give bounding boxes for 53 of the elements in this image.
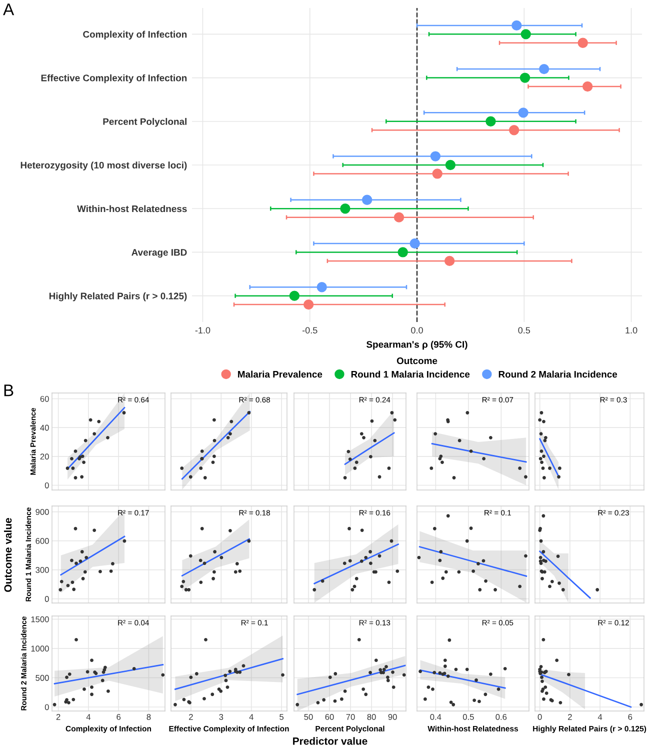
legend-label: Round 1 Malaria Incidence xyxy=(351,370,470,378)
x-tick-label: 2 xyxy=(56,714,60,720)
x-tick-label: 0.6 xyxy=(496,714,507,720)
y-tick-label: 60 xyxy=(40,396,49,402)
y-tick-label: Within-host Relatedness xyxy=(77,205,187,212)
x-tick-label: 1.0 xyxy=(626,327,638,334)
y-tick-label: 20 xyxy=(40,454,49,460)
legend-label: Round 2 Malaria Incidence xyxy=(498,370,618,378)
y-tick-label: Average IBD xyxy=(132,249,187,258)
x-tick-label: 60 xyxy=(325,714,334,720)
x-tick-label: 0.5 xyxy=(462,714,474,720)
y-tick-label: 300 xyxy=(36,567,49,573)
x-axis-title: Spearman's ρ (95% CI) xyxy=(366,340,468,350)
x-tick-label: 50 xyxy=(304,714,313,720)
legend-label: Malaria Prevalence xyxy=(238,370,322,378)
x-tick-label: 8 xyxy=(146,714,151,720)
x-tick-label: 0 xyxy=(538,714,542,720)
legend-title: Outcome xyxy=(396,357,438,364)
y-tick-label: 0 xyxy=(44,704,49,710)
text: B xyxy=(4,384,14,396)
y-tick-label: 500 xyxy=(36,674,49,681)
text: Predictor value xyxy=(293,737,368,745)
y-tick-label: 900 xyxy=(36,509,49,515)
y-tick-label: 0 xyxy=(44,482,49,488)
x-tick-label: 80 xyxy=(367,714,376,720)
x-tick-label: 0.5 xyxy=(518,327,530,334)
y-tick-label: 1500 xyxy=(31,616,49,622)
y-tick-label: 600 xyxy=(36,538,49,544)
x-tick-label: 0.4 xyxy=(430,714,442,720)
x-tick-label: 0.0 xyxy=(411,327,423,334)
y-tick-label: Effective Complexity of Infection xyxy=(41,74,187,84)
x-tick-label: 4 xyxy=(249,714,254,720)
x-tick-label: 4 xyxy=(86,714,91,720)
x-tick-label: 6 xyxy=(116,714,121,720)
y-tick-label: Percent Polyclonal xyxy=(103,118,186,127)
x-tick-label: 2 xyxy=(568,714,572,720)
y-tick-label: 0 xyxy=(44,596,49,602)
x-tick-label: 4 xyxy=(598,714,602,720)
x-tick-label: 90 xyxy=(388,714,397,720)
x-tick-label: 2 xyxy=(189,714,193,720)
x-tick-label: 70 xyxy=(346,714,355,720)
x-tick-label: -1.0 xyxy=(195,327,210,334)
x-tick-label: 6 xyxy=(628,714,632,720)
x-tick-label: 3 xyxy=(219,714,224,720)
y-tick-label: Complexity of Infection xyxy=(83,30,187,40)
x-tick-label: -0.5 xyxy=(302,327,318,334)
y-tick-label: 40 xyxy=(40,424,49,431)
text: A xyxy=(3,4,14,16)
y-tick-label: Heterozygosity (10 most diverse loci) xyxy=(20,162,187,170)
text: Outcome value xyxy=(4,518,12,592)
x-tick-label: 5 xyxy=(280,714,284,720)
y-tick-label: Highly Related Pairs (r > 0.125) xyxy=(49,292,187,302)
y-tick-label: 1000 xyxy=(31,646,49,652)
